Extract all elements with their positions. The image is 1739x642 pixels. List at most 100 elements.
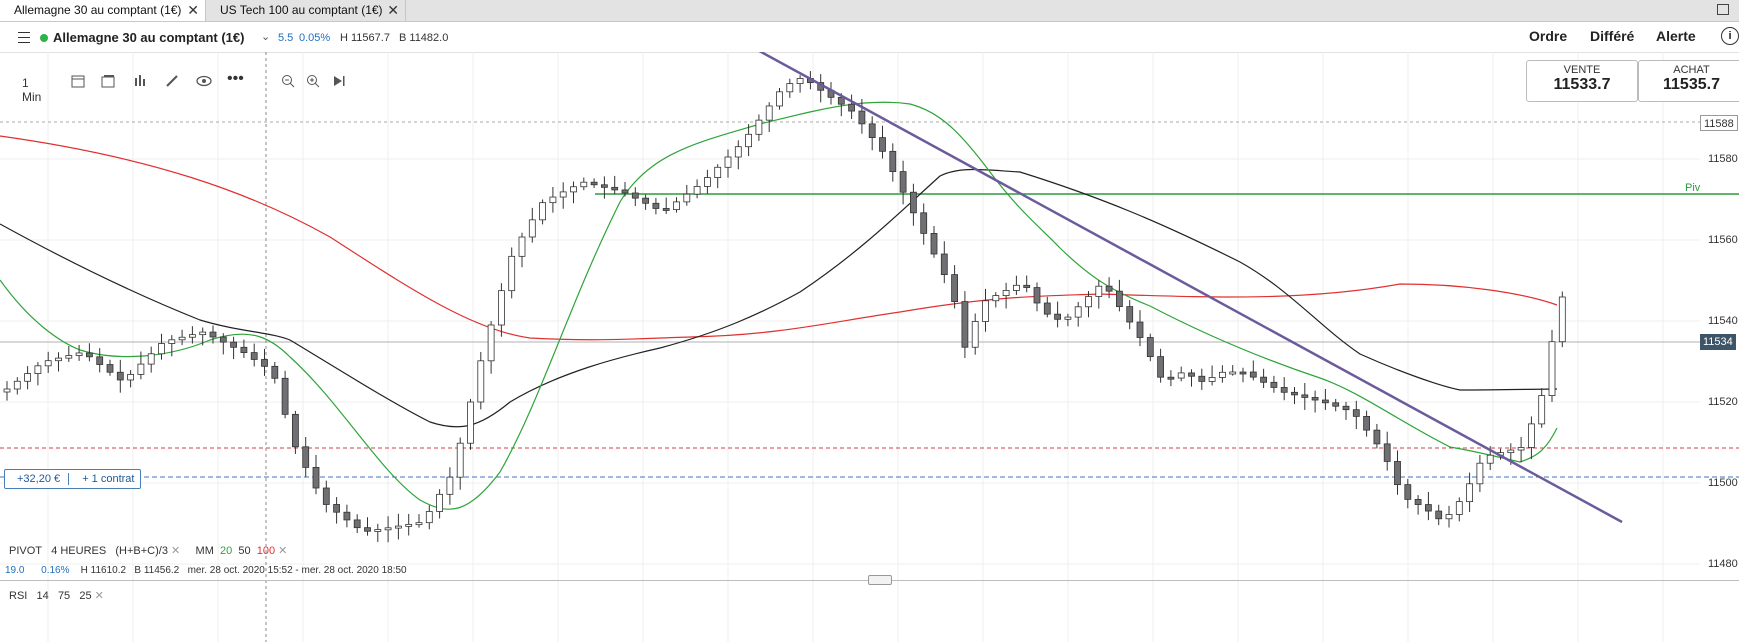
candle-body <box>34 365 42 374</box>
status-high: H 11610.2 <box>80 565 127 576</box>
pivot-indicator[interactable]: PIVOT <box>9 545 43 557</box>
candle-body <box>1177 372 1185 379</box>
candle-body <box>353 519 361 529</box>
close-icon[interactable]: ✕ <box>278 545 288 557</box>
rsi-param: 14 <box>36 590 49 602</box>
close-icon[interactable]: ✕ <box>187 2 199 18</box>
candle-body <box>3 388 11 393</box>
candle-body <box>13 380 21 390</box>
zoom-in-icon[interactable] <box>306 74 320 88</box>
candle-body <box>1043 302 1051 315</box>
candle-body <box>127 373 134 381</box>
window-icon[interactable] <box>1717 4 1729 15</box>
candle-body <box>858 110 866 125</box>
candle-body <box>848 103 855 112</box>
candle-body <box>343 511 351 521</box>
chevron-down-icon[interactable]: ⌄ <box>261 31 271 43</box>
change-value: 5.5 <box>278 32 294 44</box>
candle-body <box>549 196 557 204</box>
close-icon[interactable]: ✕ <box>171 545 181 557</box>
info-icon[interactable]: i <box>1721 27 1739 45</box>
close-icon[interactable]: ✕ <box>387 2 399 18</box>
draw-tool-icon[interactable] <box>165 74 179 88</box>
candle-body <box>1157 356 1164 378</box>
change-percent: 0.05% <box>299 32 331 44</box>
candle-body <box>24 373 32 382</box>
candle-body <box>518 236 526 257</box>
candle-body <box>1476 462 1484 485</box>
chart-type-icon[interactable] <box>133 74 147 88</box>
menu-icon[interactable] <box>18 32 30 43</box>
candle-body <box>642 197 649 204</box>
candle-body <box>86 352 93 358</box>
candle-body <box>96 356 104 365</box>
close-icon[interactable]: ✕ <box>94 590 104 602</box>
candle-body <box>580 181 588 188</box>
candle-body <box>611 186 619 191</box>
alert-button[interactable]: Alerte <box>1656 28 1696 44</box>
candle-body <box>1352 409 1360 417</box>
more-icon[interactable]: ••• <box>227 70 244 87</box>
candle-body <box>1023 284 1031 288</box>
axis-label: 11540 <box>1708 315 1738 327</box>
candle-body <box>44 360 52 367</box>
candle-body <box>1064 316 1072 320</box>
tab-dax[interactable]: Allemagne 30 au comptant (1€) ✕ <box>0 0 206 21</box>
rsi-param: 75 <box>57 590 71 602</box>
candle-body <box>281 377 289 415</box>
candle-body <box>1239 371 1247 375</box>
buy-box[interactable]: ACHAT 11535.7 <box>1638 60 1739 102</box>
candle-body <box>1095 285 1103 297</box>
sell-label: VENTE <box>1563 64 1601 76</box>
pivot-period: 4 HEURES <box>51 545 107 557</box>
candle-body <box>1054 313 1061 320</box>
low-value: B 11482.0 <box>399 32 449 44</box>
position-pnl: +32,20 € <box>5 473 70 485</box>
candle-body <box>1383 443 1391 462</box>
price-chart[interactable] <box>0 52 1739 642</box>
interval-select[interactable]: 1 Min <box>22 76 42 104</box>
candle-body <box>1126 306 1134 323</box>
candle-body <box>1085 296 1092 308</box>
candle-body <box>961 301 969 348</box>
candle-body <box>1363 415 1370 431</box>
candle-body <box>508 255 516 292</box>
order-button[interactable]: Ordre <box>1529 28 1568 44</box>
instrument-name[interactable]: Allemagne 30 au comptant (1€) <box>53 30 245 45</box>
candle-body <box>992 295 1000 302</box>
candle-body <box>467 401 474 444</box>
candle-body <box>1538 395 1546 425</box>
rsi-indicator[interactable]: RSI <box>9 590 28 602</box>
candle-body <box>1198 375 1206 382</box>
status-line: 19.0 0.16% H 11610.2 B 11456.2 mer. 28 o… <box>5 565 407 576</box>
candle-body <box>539 202 546 221</box>
candle-body <box>662 208 670 211</box>
sell-box[interactable]: VENTE 11533.7 <box>1526 60 1638 102</box>
axis-label: 11560 <box>1708 234 1738 246</box>
candle-body <box>1260 376 1267 383</box>
candle-body <box>137 363 145 375</box>
eye-icon[interactable] <box>196 74 212 88</box>
candle-body <box>765 105 773 121</box>
resize-handle[interactable] <box>868 575 892 585</box>
candle-body <box>1219 371 1226 378</box>
candle-body <box>1146 337 1154 358</box>
ma-indicator[interactable]: MM <box>195 545 214 557</box>
candle-body <box>755 119 763 135</box>
candle-body <box>425 511 433 524</box>
candle-body <box>374 529 382 532</box>
calendar-icon[interactable] <box>71 74 85 88</box>
candle-body <box>786 83 794 93</box>
candle-body <box>1528 423 1535 448</box>
scroll-to-end-icon[interactable] <box>332 74 346 88</box>
candle-body <box>199 331 207 336</box>
delayed-button[interactable]: Différé <box>1590 28 1635 44</box>
buy-price: 11535.7 <box>1663 76 1720 93</box>
indicator-legend: PIVOT 4 HEURES (H+B+C)/3 ✕ MM 20 50 100 … <box>9 544 287 557</box>
open-position-tag[interactable]: +32,20 € + 1 contrat <box>4 469 142 489</box>
candle-body <box>1167 376 1175 380</box>
tab-nasdaq[interactable]: US Tech 100 au comptant (1€) ✕ <box>206 0 406 21</box>
zoom-out-icon[interactable] <box>281 74 295 88</box>
layouts-icon[interactable] <box>101 74 115 88</box>
candle-body <box>1280 387 1288 393</box>
